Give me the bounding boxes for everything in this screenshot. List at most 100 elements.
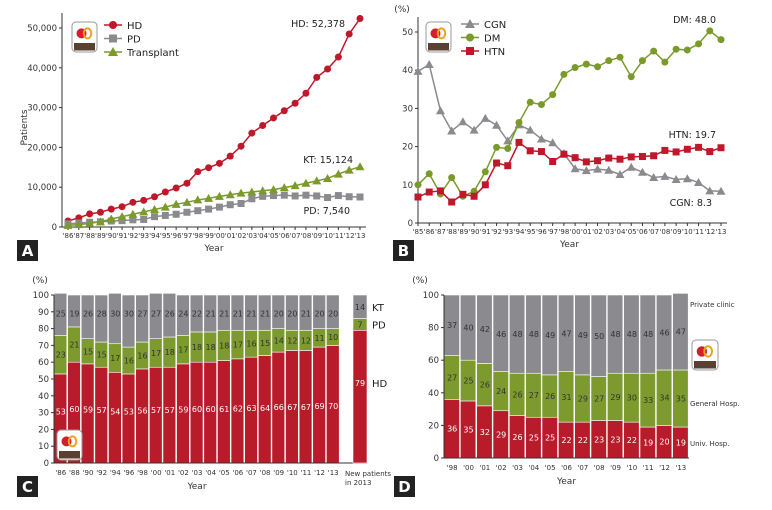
segment-label: 70: [328, 402, 338, 411]
pd-point: [205, 205, 213, 213]
cgn-point: [716, 186, 726, 195]
htn-point: [436, 187, 444, 195]
x-tick-label: '97: [182, 232, 193, 240]
segment-label: 25: [463, 377, 473, 386]
x-tick-label: '87: [73, 232, 84, 240]
cgn-point: [581, 166, 591, 175]
segment-label: 25: [545, 434, 555, 443]
y-tick-label: 0: [52, 223, 57, 233]
cgn-point: [593, 164, 603, 173]
y-tick-label: 40: [402, 66, 413, 76]
bar-stack: 20 34 46: [656, 294, 673, 459]
cgn-point: [525, 125, 535, 134]
htn-point: [481, 181, 489, 189]
bar-stack: 62 17 21: [230, 294, 245, 464]
dm-point: [594, 63, 602, 71]
segment-label: 10: [328, 333, 338, 342]
segment-label: 29: [578, 395, 588, 404]
bar-segment-kt: [298, 294, 313, 331]
segment-label: 12: [301, 336, 311, 345]
logo-kidney: [82, 27, 93, 40]
x-tick-label: '08: [659, 228, 670, 236]
panel-label-box: [393, 240, 414, 261]
segment-label: 21: [219, 309, 229, 318]
x-tick-label: '96: [123, 469, 134, 477]
x-tick-label: '12: [704, 228, 715, 236]
hd-point: [140, 196, 148, 204]
segment-label: 57: [97, 406, 107, 415]
hd-point: [313, 73, 321, 81]
segment-label: 25: [56, 309, 66, 318]
pd-point: [248, 195, 256, 203]
cgn-line: [417, 63, 722, 193]
bar-segment-private-clinic: [509, 294, 526, 374]
x-tick-label: '04: [528, 464, 539, 472]
htn-point: [459, 190, 467, 198]
transplant-point: [160, 202, 170, 211]
x-tick-label: '12: [314, 469, 325, 477]
x-tick-label: '07: [577, 464, 588, 472]
x-axis-label: Year: [559, 240, 579, 250]
x-tick-label: '13: [675, 464, 686, 472]
x-tick-label: '08: [301, 232, 312, 240]
y-tick-label: 0: [44, 459, 49, 469]
dm-point: [672, 45, 680, 53]
bar-stack: 23 27 50: [590, 294, 607, 459]
pd-point: [151, 213, 159, 221]
x-tick-label: '04: [257, 232, 268, 240]
x-tick-label: '93: [138, 232, 149, 240]
dm-point: [627, 73, 635, 81]
x-tick-label: '11: [333, 232, 344, 240]
bar-segment-private-clinic: [574, 294, 591, 376]
bar-stack: 22 30 48: [623, 294, 640, 459]
segment-label: 29: [496, 430, 506, 439]
htn-point: [695, 143, 703, 151]
cgn-point: [413, 66, 423, 75]
x-tick-label: '05: [268, 232, 279, 240]
htn-point: [571, 154, 579, 162]
segment-label: 53: [124, 408, 134, 417]
pd-point: [280, 191, 288, 199]
legend-label: Transplant: [126, 48, 179, 59]
transplant-point: [236, 188, 246, 197]
dm-point: [504, 145, 512, 153]
x-tick-label: '86: [63, 232, 74, 240]
pd-point: [313, 192, 321, 200]
bar-stack: 32 26 42: [476, 294, 493, 459]
new-patients-segment-kt: [352, 294, 368, 319]
bar-stack: 56 16 27: [135, 294, 149, 464]
transplant-point: [150, 204, 160, 213]
cgn-point: [458, 117, 468, 126]
y-tick-label: 0: [408, 219, 413, 229]
segment-label: 29: [610, 393, 620, 402]
y-tick-label: 40,000: [27, 64, 57, 74]
segment-label: 23: [56, 351, 66, 360]
cgn-point: [649, 173, 659, 182]
htn-point: [425, 188, 433, 196]
transplant-point: [74, 220, 84, 229]
bar-stack: 61 18 21: [217, 294, 231, 464]
htn-point: [706, 148, 714, 156]
y-axis-label: (%): [32, 276, 48, 286]
new-patients-segment-hd: [352, 329, 368, 464]
htn-point: [717, 144, 725, 152]
segment-label: 21: [233, 309, 243, 318]
segment-label: 18: [192, 343, 202, 352]
bar-segment-hd: [135, 368, 149, 464]
y-tick-label: 20: [38, 425, 49, 435]
x-tick-label: '02: [236, 232, 247, 240]
segment-label: 21: [301, 309, 311, 318]
bar-segment-kt: [80, 294, 95, 339]
transplant-point: [323, 173, 333, 182]
y-tick-label: 100: [423, 291, 439, 301]
htn-point: [672, 148, 680, 156]
transplant-point: [139, 207, 149, 216]
htn-point: [582, 158, 590, 166]
x-tick-label: '08: [594, 464, 605, 472]
pd-point: [172, 210, 180, 218]
x-tick-label: '95: [525, 228, 536, 236]
segment-label: 16: [246, 340, 256, 349]
cgn-point: [570, 164, 580, 173]
y-tick-label: 50: [402, 28, 413, 38]
htn-point: [515, 138, 523, 146]
